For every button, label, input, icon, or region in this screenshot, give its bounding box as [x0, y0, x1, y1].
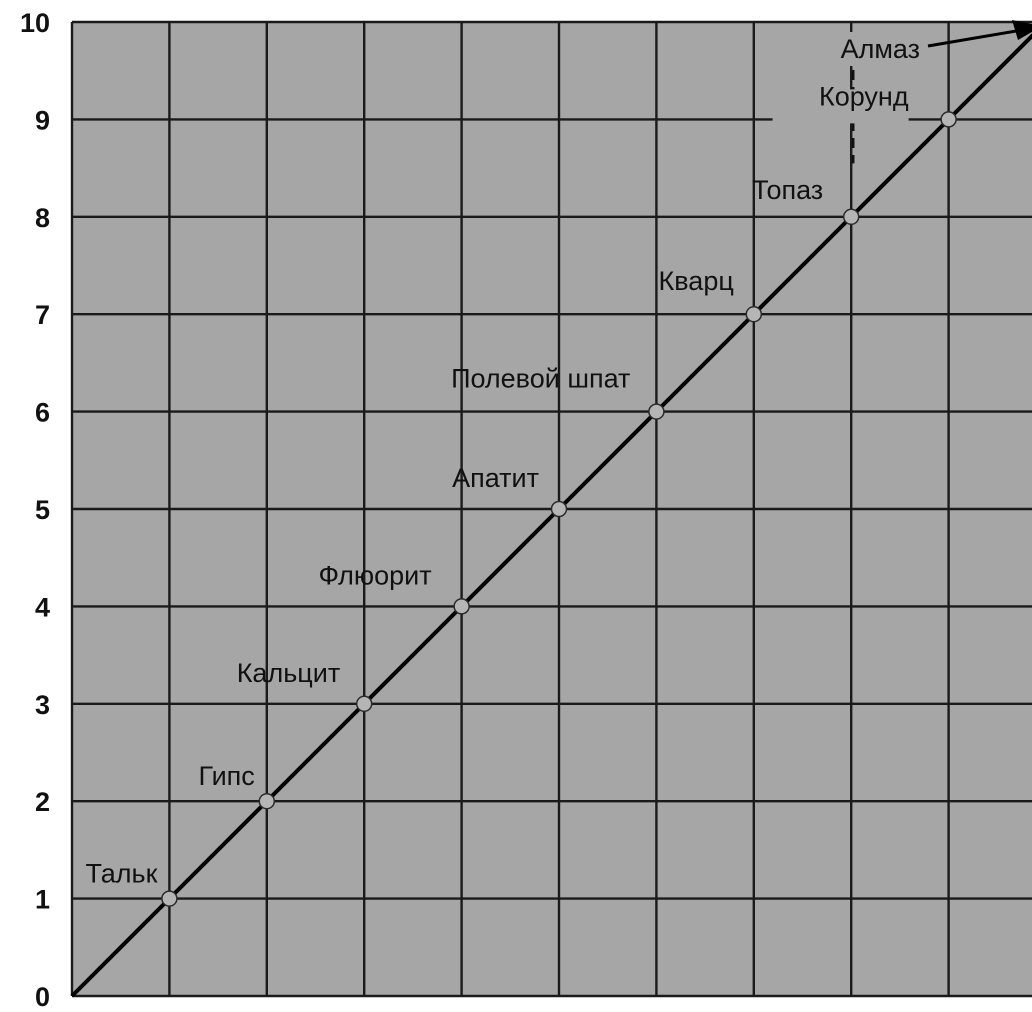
point-label: Кальцит [237, 658, 340, 688]
point-marker [842, 208, 860, 226]
point-marker [258, 792, 276, 810]
point-label: Топаз [752, 175, 823, 205]
y-tick-label: 0 [35, 982, 50, 1012]
y-tick-label: 1 [35, 885, 50, 915]
y-tick-label: 2 [35, 787, 50, 817]
y-axis-ticks: 0 1 2 3 4 5 6 7 8 9 10 [20, 8, 50, 1012]
y-tick-label: 8 [35, 203, 50, 233]
point-label: Тальк [85, 859, 157, 889]
point-marker [161, 890, 178, 907]
label-backdrop [772, 89, 909, 124]
point-marker [745, 305, 763, 323]
y-tick-label: 7 [35, 300, 50, 330]
point-label: Флюорит [318, 560, 431, 590]
point-marker [550, 500, 568, 518]
y-tick-label: 3 [35, 690, 50, 720]
point-labels: Тальк Гипс Кальцит Флюорит Апатит Полевой шпа… [85, 20, 1032, 889]
point-label: Алмаз [841, 34, 920, 64]
y-tick-label: 5 [35, 495, 50, 525]
point-label: Апатит [452, 463, 539, 493]
y-tick-label: 9 [35, 105, 50, 135]
point-marker [355, 695, 373, 713]
y-tick-label: 6 [35, 398, 50, 428]
arrow-head [1012, 20, 1032, 40]
arrow-line [927, 28, 1023, 48]
point-marker [940, 111, 957, 128]
point-marker [648, 403, 665, 420]
point-marker [453, 598, 470, 615]
y-tick-label: 10 [20, 8, 50, 38]
label-backdrop [800, 32, 916, 66]
point-label: Гипс [198, 761, 254, 791]
point-label: Корунд [819, 81, 909, 111]
y-tick-label: 4 [35, 592, 50, 622]
point-label: Полевой шпат [451, 364, 630, 394]
data-points [161, 111, 957, 907]
point-label: Кварц [659, 266, 734, 296]
